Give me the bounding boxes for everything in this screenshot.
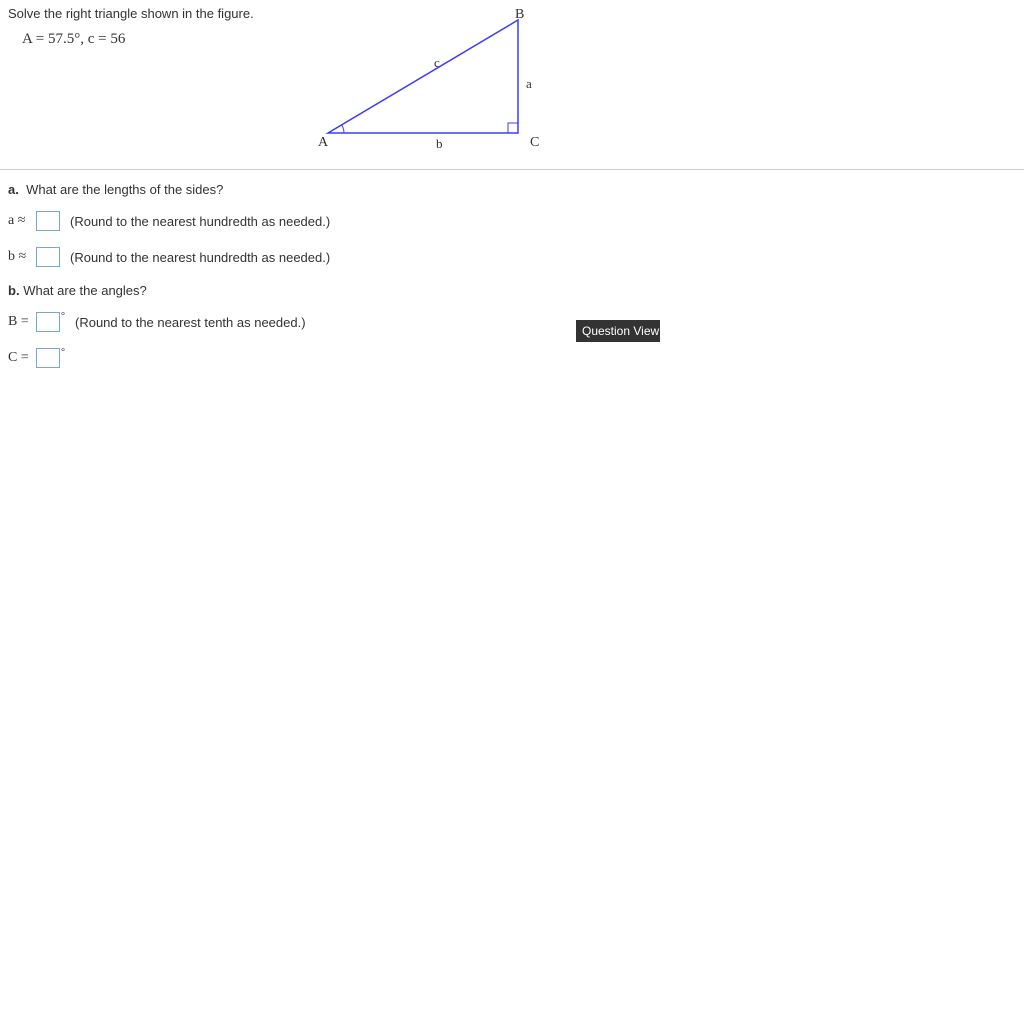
part-b-text: What are the angles?: [23, 283, 147, 298]
right-angle-marker: [508, 123, 518, 133]
answer-row-b: b ≈ (Round to the nearest hundredth as n…: [8, 247, 1016, 267]
side-label-c: c: [434, 55, 440, 70]
note-a: (Round to the nearest hundredth as neede…: [70, 214, 330, 229]
deg-sym-B: °: [61, 311, 65, 322]
section-divider: [0, 169, 1024, 170]
intro-text: Solve the right triangle shown in the fi…: [8, 6, 308, 21]
answer-row-B: B = ° (Round to the nearest tenth as nee…: [8, 312, 1016, 332]
var-b: b ≈: [8, 249, 30, 265]
vertex-label-A: A: [318, 135, 329, 150]
answer-row-a: a ≈ (Round to the nearest hundredth as n…: [8, 211, 1016, 231]
var-B: B =: [8, 314, 30, 330]
question-section: a. What are the lengths of the sides? a …: [0, 182, 1024, 368]
question-view-button[interactable]: Question View: [576, 320, 660, 342]
part-a-heading: a. What are the lengths of the sides?: [8, 182, 1016, 197]
angle-arc-A: [342, 125, 344, 133]
deg-sym-C: °: [61, 347, 65, 358]
input-C[interactable]: [36, 348, 60, 368]
input-b[interactable]: [36, 247, 60, 267]
triangle-shape: [328, 20, 518, 133]
part-a-text: What are the lengths of the sides?: [26, 182, 223, 197]
part-b-heading: b. What are the angles?: [8, 283, 1016, 298]
problem-text: Solve the right triangle shown in the fi…: [8, 6, 308, 48]
var-C: C =: [8, 350, 30, 366]
part-a-label: a.: [8, 182, 19, 197]
answer-row-C: C = °: [8, 348, 1016, 368]
problem-header: Solve the right triangle shown in the fi…: [0, 0, 1024, 161]
deg-input-C: °: [36, 348, 65, 368]
triangle-figure: A B C a b c: [308, 8, 548, 161]
input-a[interactable]: [36, 211, 60, 231]
vertex-label-C: C: [530, 135, 539, 150]
given-values: A = 57.5°, c = 56: [22, 31, 308, 48]
triangle-svg: A B C a b c: [308, 8, 548, 158]
note-b: (Round to the nearest hundredth as neede…: [70, 250, 330, 265]
side-label-a: a: [526, 76, 532, 91]
vertex-label-B: B: [515, 8, 524, 22]
input-B[interactable]: [36, 312, 60, 332]
part-b-label: b.: [8, 283, 20, 298]
var-a: a ≈: [8, 213, 30, 229]
deg-input-B: °: [36, 312, 65, 332]
side-label-b: b: [436, 136, 443, 151]
note-B: (Round to the nearest tenth as needed.): [75, 315, 306, 330]
